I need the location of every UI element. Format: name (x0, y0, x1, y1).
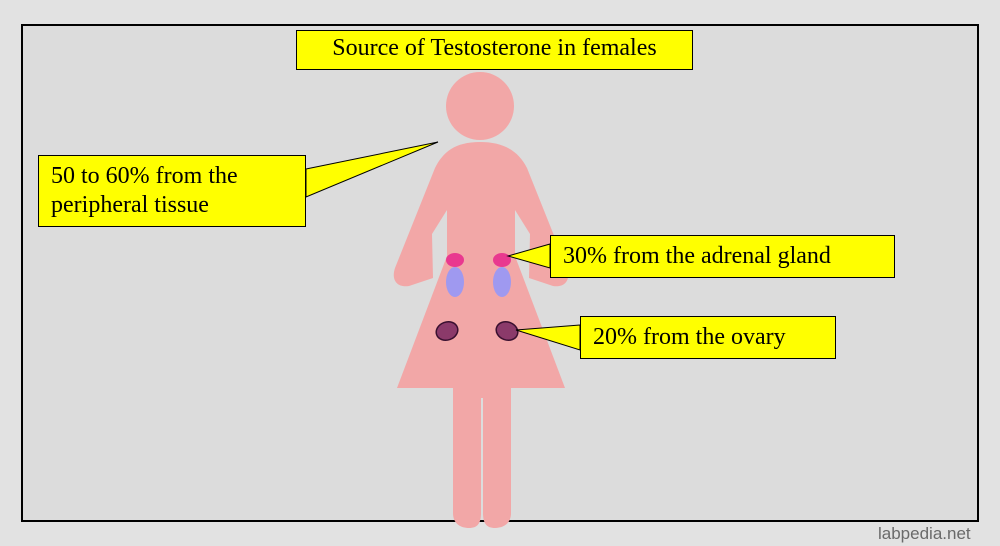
kidney-right-icon (493, 267, 511, 297)
watermark-text: labpedia.net (878, 524, 971, 543)
callout-adrenal-text: 30% from the adrenal gland (563, 243, 831, 269)
diagram-title: Source of Testosterone in females (296, 30, 693, 70)
callout-peripheral: 50 to 60% from the peripheral tissue (38, 155, 306, 227)
callout-peripheral-line2: peripheral tissue (51, 192, 209, 218)
callout-ovary-text: 20% from the ovary (593, 324, 786, 350)
callout-adrenal: 30% from the adrenal gland (550, 235, 895, 278)
adrenal-left-icon (446, 253, 464, 267)
diagram-canvas: Source of Testosterone in females 50 to … (0, 0, 1000, 546)
callout-ovary: 20% from the ovary (580, 316, 836, 359)
figure-svg (335, 58, 625, 528)
adrenal-right-icon (493, 253, 511, 267)
title-text: Source of Testosterone in females (332, 35, 656, 61)
watermark: labpedia.net (878, 524, 971, 544)
figure-body (394, 72, 568, 528)
callout-peripheral-line1: 50 to 60% from the (51, 163, 238, 189)
female-figure (335, 58, 625, 528)
kidney-left-icon (446, 267, 464, 297)
